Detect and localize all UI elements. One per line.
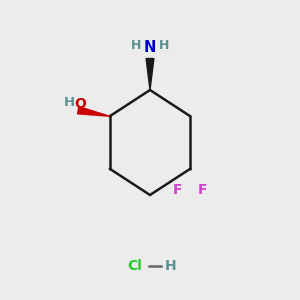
Polygon shape bbox=[78, 107, 110, 116]
Text: N: N bbox=[144, 40, 156, 55]
Text: Cl: Cl bbox=[127, 259, 142, 272]
Text: H: H bbox=[64, 96, 75, 109]
Text: H: H bbox=[165, 259, 176, 272]
Text: F: F bbox=[198, 183, 208, 197]
Text: H: H bbox=[130, 39, 141, 52]
Text: O: O bbox=[75, 97, 87, 111]
Polygon shape bbox=[146, 58, 154, 90]
Text: F: F bbox=[173, 183, 182, 197]
Text: H: H bbox=[159, 39, 170, 52]
